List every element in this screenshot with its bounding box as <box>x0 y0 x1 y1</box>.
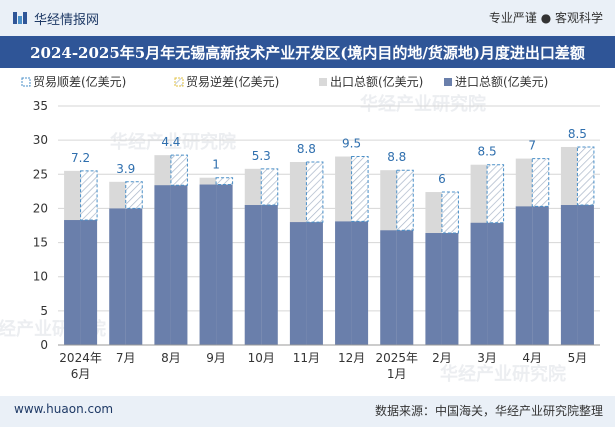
surplus-bar <box>441 191 459 234</box>
surplus-bar <box>80 170 98 221</box>
import-bar <box>396 230 414 345</box>
x-tick-label: 2024年 <box>59 351 102 365</box>
y-tick-label: 25 <box>33 167 48 181</box>
import-bar <box>125 208 143 345</box>
surplus-bar <box>215 177 234 186</box>
legend-swatch <box>444 78 452 86</box>
brand-name[interactable]: 华经情报网 <box>34 13 100 28</box>
brand-logo-icon <box>13 12 27 24</box>
surplus-data-label: 1 <box>212 158 220 172</box>
legend-label: 贸易顺差(亿美元) <box>33 74 126 89</box>
x-tick-label: 4月 <box>522 351 542 365</box>
legend-swatch <box>319 78 327 86</box>
surplus-data-label: 9.5 <box>342 137 361 151</box>
x-tick-label: 9月 <box>206 351 226 365</box>
tagline: 专业严谨 ● 客观科学 <box>488 11 603 25</box>
surplus-bar <box>305 161 324 223</box>
x-tick-label: 2025年 <box>375 351 418 365</box>
y-tick-label: 30 <box>33 133 48 147</box>
legend-label: 贸易逆差(亿美元) <box>186 74 279 89</box>
import-bar <box>532 206 549 345</box>
y-tick-label: 15 <box>33 236 48 250</box>
legend-label: 出口总额(亿美元) <box>330 74 423 89</box>
x-tick-label: 6月 <box>71 367 91 381</box>
surplus-bar <box>170 154 188 186</box>
surplus-data-label: 8.5 <box>478 145 497 159</box>
website-link[interactable]: www.huaon.com <box>14 402 114 416</box>
import-bar <box>109 208 126 345</box>
y-tick-label: 35 <box>33 99 48 113</box>
y-tick-label: 0 <box>40 338 48 352</box>
x-tick-label: 8月 <box>161 351 181 365</box>
import-bar <box>64 220 81 345</box>
import-bar <box>470 222 488 345</box>
import-bar <box>441 233 459 345</box>
x-tick-label: 5月 <box>568 351 588 365</box>
x-tick-label: 3月 <box>477 351 497 365</box>
watermark: 华经产业研究院 <box>360 94 486 115</box>
import-bar <box>261 205 278 345</box>
header: 华经情报网 专业严谨 ● 客观科学 <box>0 0 615 36</box>
import-bar <box>289 222 307 345</box>
import-bar <box>351 221 369 345</box>
surplus-data-label: 7.2 <box>71 151 90 165</box>
legend-swatch <box>21 77 31 87</box>
import-bar <box>335 221 352 345</box>
import-bar <box>199 184 217 345</box>
x-tick-label: 1月 <box>387 367 407 381</box>
y-tick-label: 5 <box>40 304 48 318</box>
title-bar: 2024-2025年5月年无锡高新技术产业开发区(境内目的地/货源地)月度进出口… <box>0 36 615 68</box>
legend-item: 贸易逆差(亿美元) <box>174 74 279 89</box>
y-tick-label: 10 <box>33 270 48 284</box>
x-tick-label: 2月 <box>432 351 452 365</box>
watermark: 华经产业研究院 <box>110 132 236 153</box>
surplus-bar <box>260 168 279 206</box>
surplus-data-label: 8.8 <box>297 142 316 156</box>
x-tick-label: 10月 <box>248 351 275 365</box>
x-tick-label: 12月 <box>338 351 365 365</box>
surplus-bar <box>125 181 143 209</box>
x-tick-label: 7月 <box>116 351 136 365</box>
surplus-data-label: 6 <box>438 172 446 186</box>
y-tick-label: 20 <box>33 201 48 215</box>
chart-title: 2024-2025年5月年无锡高新技术产业开发区(境内目的地/货源地)月度进出口… <box>30 44 585 62</box>
import-bar <box>577 205 594 345</box>
import-bar <box>380 230 397 345</box>
surplus-data-label: 3.9 <box>116 162 135 176</box>
surplus-bar <box>531 158 550 207</box>
surplus-bar <box>576 146 595 206</box>
import-bar <box>560 205 578 345</box>
data-source: 数据来源：中国海关，华经产业研究院整理 <box>374 404 603 418</box>
legend-item: 贸易顺差(亿美元) <box>21 74 126 89</box>
legend-item: 进口总额(亿美元) <box>444 74 548 89</box>
import-bar <box>80 220 98 345</box>
surplus-data-label: 5.3 <box>252 149 271 163</box>
surplus-data-label: 8.5 <box>568 127 587 141</box>
import-bar <box>154 185 171 345</box>
legend-item: 出口总额(亿美元) <box>319 74 423 89</box>
import-bar <box>306 222 323 345</box>
import-bar <box>487 222 504 345</box>
surplus-data-label: 8.8 <box>387 150 406 164</box>
watermark: 华经产业研究院 <box>440 364 566 385</box>
surplus-data-label: 4.4 <box>161 135 180 149</box>
import-bar <box>425 233 442 345</box>
surplus-bar <box>396 169 414 231</box>
surplus-bar <box>486 164 505 224</box>
legend-swatch <box>174 77 184 87</box>
x-tick-label: 11月 <box>293 351 320 365</box>
import-bar <box>216 184 233 345</box>
legend-label: 进口总额(亿美元) <box>455 74 548 89</box>
bar-chart: 贸易顺差(亿美元) 贸易逆差(亿美元) 出口总额(亿美元) 进口总额(亿美元) 0 5 10… <box>21 74 600 381</box>
import-bar <box>170 185 188 345</box>
import-bar <box>244 205 262 345</box>
surplus-bar <box>351 156 369 222</box>
footer: www.huaon.com 数据来源：中国海关，华经产业研究院整理 <box>0 396 615 427</box>
surplus-data-label: 7 <box>528 139 536 153</box>
import-bar <box>515 206 533 345</box>
